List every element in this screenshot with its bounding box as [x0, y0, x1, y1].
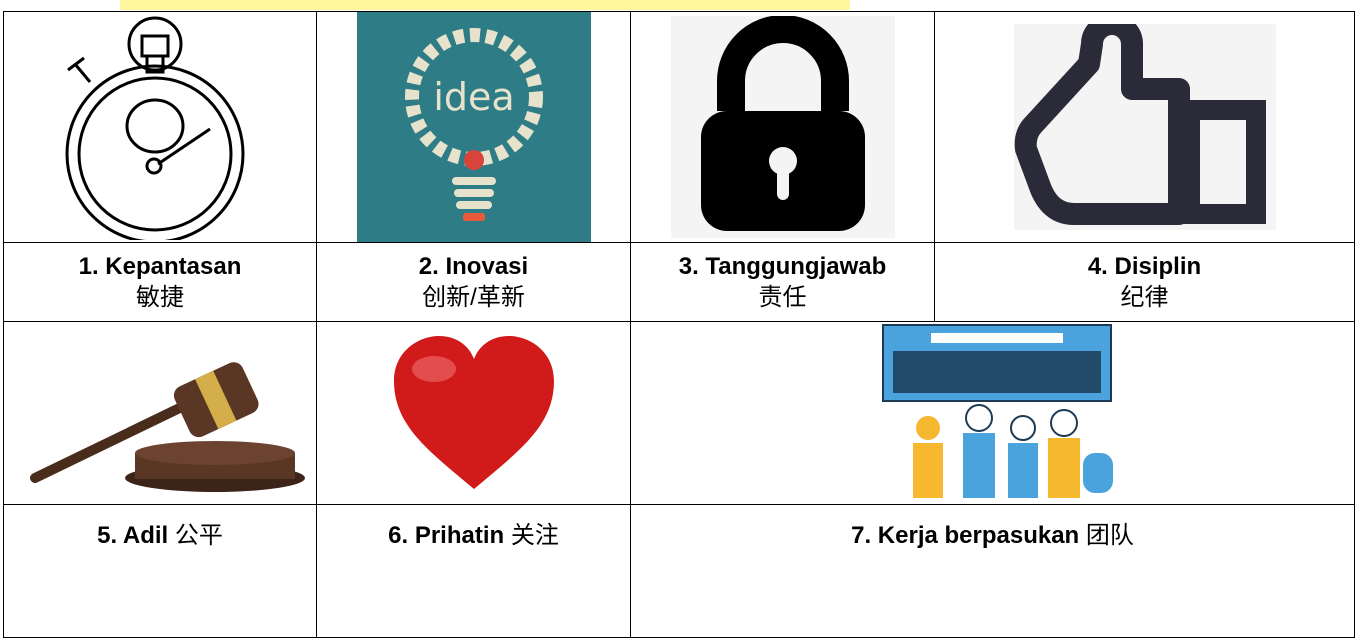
value-label: 5. Adil 公平	[3, 504, 317, 638]
value-chinese: 关注	[510, 522, 559, 549]
gavel-icon	[30, 362, 305, 492]
value-label: 3. Tanggungjawab 责任	[630, 242, 935, 322]
image-cell: idea	[316, 11, 631, 243]
value-name: 3. Tanggungjawab	[678, 253, 887, 280]
value-name: 4. Disiplin	[1087, 253, 1202, 280]
value-name: 2. Inovasi	[418, 253, 529, 280]
value-label: 1. Kepantasan 敏捷	[3, 242, 317, 322]
lock-icon	[670, 16, 895, 238]
svg-text:idea: idea	[433, 75, 514, 119]
thumbs-up-icon	[1013, 24, 1276, 230]
value-name: 6. Prihatin	[388, 522, 505, 549]
teamwork-icon	[881, 324, 1113, 498]
value-label: 7. Kerja berpasukan 团队	[630, 504, 1355, 638]
value-chinese: 公平	[174, 522, 223, 549]
stopwatch-icon	[65, 16, 245, 240]
value-label: 2. Inovasi 创新/革新	[316, 242, 631, 322]
idea-icon: idea	[356, 12, 591, 242]
value-name: 5. Adil	[97, 522, 169, 549]
value-label: 4. Disiplin 纪律	[934, 242, 1355, 322]
highlight-bar	[120, 0, 850, 10]
image-cell	[630, 321, 1355, 505]
image-cell	[630, 11, 935, 243]
value-chinese: 团队	[1085, 522, 1134, 549]
value-chinese: 创新/革新	[422, 284, 525, 311]
value-label: 6. Prihatin 关注	[316, 504, 631, 638]
value-name: 1. Kepantasan	[78, 253, 242, 280]
image-cell	[934, 11, 1355, 243]
image-cell	[316, 321, 631, 505]
value-chinese: 纪律	[1120, 284, 1169, 311]
heart-icon	[393, 335, 554, 489]
image-cell	[3, 321, 317, 505]
image-cell	[3, 11, 317, 243]
value-name: 7. Kerja berpasukan	[851, 522, 1080, 549]
value-chinese: 责任	[758, 284, 807, 311]
value-chinese: 敏捷	[136, 284, 184, 311]
values-table: idea 1. Kepantasan 敏捷 2. Inovasi 创新/革新	[3, 11, 1355, 638]
